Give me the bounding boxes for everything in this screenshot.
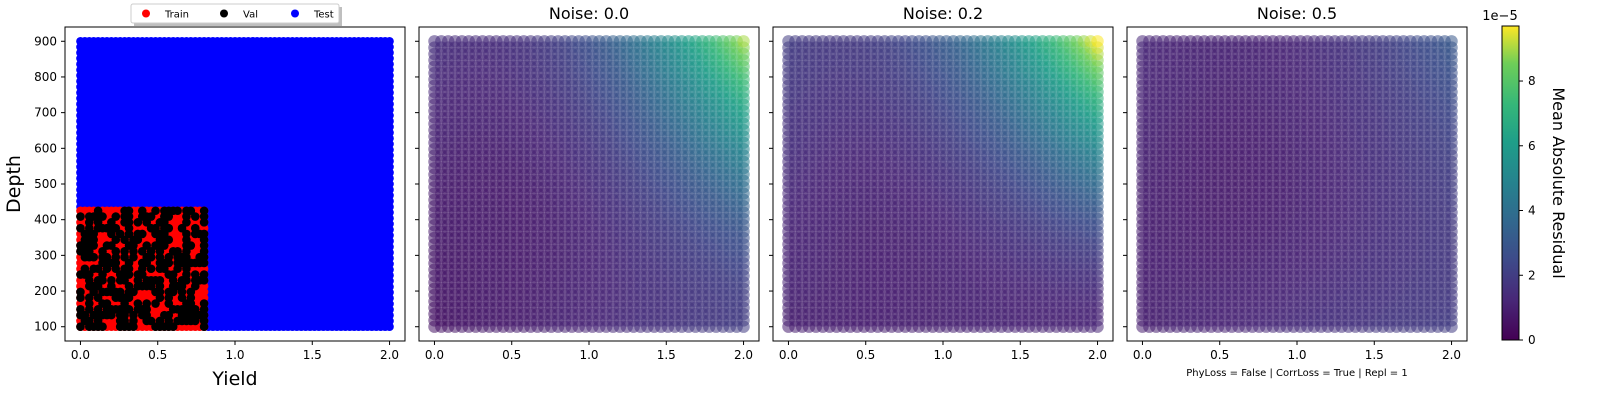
val-point: [111, 212, 121, 221]
val-point: [199, 299, 209, 308]
x-tick-label: 1.5: [303, 348, 322, 362]
legend-box: [130, 3, 340, 24]
split-scatter-points: [76, 36, 394, 332]
noise-0-0-panel: 0.0 0.5 1.0 1.5 2.0 Noise: 0.0: [415, 4, 760, 362]
legend-label-train: Train: [164, 10, 189, 21]
y-tick-label: 100: [34, 320, 57, 334]
legend-marker-train: [142, 9, 150, 18]
legend-label-val: Val: [243, 10, 258, 21]
val-point: [164, 223, 174, 233]
val-point: [151, 206, 160, 216]
val-point: [190, 212, 200, 221]
val-point: [199, 270, 209, 279]
val-point: [98, 212, 107, 221]
x-axis-ticks: 0.0 0.5 1.0 1.5 2.0: [71, 341, 399, 362]
split-scatter-panel: 0.0 0.5 1.0 1.5 2.0 100 200 300 400 500 600 700 800…: [3, 3, 406, 390]
val-point: [89, 252, 99, 262]
x-tick-label: 2.0: [380, 348, 399, 362]
y-tick-label: 500: [34, 177, 57, 191]
y-tick-label: 800: [34, 70, 57, 84]
val-point: [155, 276, 165, 285]
val-point: [164, 235, 174, 245]
val-point: [107, 276, 116, 285]
val-point: [76, 212, 85, 221]
val-point: [137, 229, 147, 239]
y-tick-label: 600: [34, 141, 57, 155]
y-tick-label: 400: [34, 213, 57, 227]
legend: Train Val Test: [130, 3, 342, 26]
y-tick-label: 300: [34, 248, 57, 262]
y-tick-label: 900: [34, 34, 57, 48]
legend-marker-val: [220, 9, 228, 18]
x-tick-label: 1.0: [225, 348, 244, 362]
val-point: [98, 322, 107, 332]
val-point: [186, 241, 196, 250]
residual-heatmap-points: [428, 35, 750, 333]
val-point: [199, 206, 209, 216]
x-axis-label: Yield: [211, 368, 257, 390]
val-point: [182, 229, 191, 239]
val-point: [146, 264, 156, 274]
legend-label-test: Test: [313, 10, 334, 21]
x-tick-label: 0.5: [148, 348, 167, 362]
x-tick-label: 0.0: [71, 348, 90, 362]
val-point: [142, 299, 151, 308]
y-axis-ticks: 100 200 300 400 500 600 700 800 900: [34, 34, 65, 334]
val-point: [76, 287, 85, 297]
val-point: [124, 206, 134, 216]
val-point: [173, 206, 182, 216]
y-axis-label: Depth: [3, 155, 25, 213]
test-point: [385, 36, 394, 46]
legend-marker-test: [291, 9, 299, 18]
y-tick-label: 200: [34, 284, 57, 298]
val-point: [199, 229, 209, 239]
val-point: [111, 247, 121, 256]
y-tick-label: 700: [34, 106, 57, 120]
